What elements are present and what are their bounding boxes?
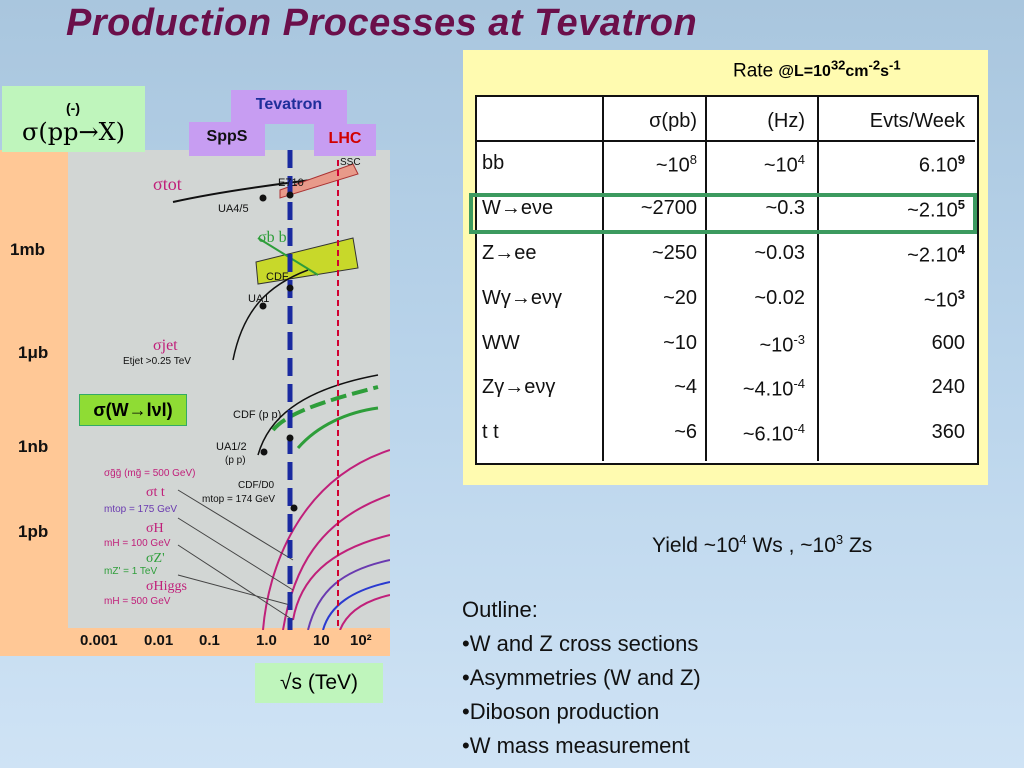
y-label-1pb: 1pb	[18, 522, 49, 541]
yield-line: Yield ~104 Ws , ~103 Zs	[652, 532, 873, 557]
outline-item: •Diboson production	[462, 699, 660, 724]
ann-sigma-jet: σjet	[153, 337, 178, 354]
lhc-tag: LHC	[314, 124, 376, 156]
ann-cdf-d0: CDF/D0	[238, 480, 275, 491]
ann-ua1: UA1	[248, 293, 269, 305]
cell-process: t t	[482, 421, 499, 443]
cell-evts: ~103	[923, 287, 965, 312]
plot-curves: σtot UA4/5 E710 SSC σb b CDF UA1 σjet Et…	[104, 150, 390, 630]
cell-sigma: ~250	[651, 242, 697, 264]
cell-sigma: ~10	[663, 332, 697, 354]
cell-evts: 360	[931, 421, 965, 443]
w-row-highlight	[469, 193, 977, 234]
outline-list: Outline: •W and Z cross sections •Asymme…	[462, 593, 701, 763]
cell-evts: ~2.104	[907, 242, 965, 267]
cell-hz: ~10-3	[759, 332, 806, 357]
curve-6	[339, 594, 390, 630]
ann-sigma-bb: σb b	[258, 229, 287, 246]
ann-ua12: UA1/2	[216, 441, 247, 453]
curve-1	[262, 449, 390, 630]
sigma-bb-band	[255, 237, 359, 285]
w-green-curve	[271, 385, 379, 432]
ann-ua45: UA4/5	[218, 203, 249, 215]
x-tick-3: 1.0	[256, 632, 277, 649]
cell-sigma: ~4	[674, 376, 697, 398]
curve-4	[307, 559, 390, 630]
cell-evts: ~2.105	[907, 197, 965, 222]
outline-item: •W and Z cross sections	[462, 631, 699, 656]
ann-mz-1: mZ' = 1 TeV	[104, 566, 157, 577]
x-tick-4: 10	[313, 632, 330, 649]
rate-header: Rate @L=1032cm-2s-1	[733, 58, 901, 82]
cell-sigma: ~2700	[640, 197, 697, 219]
ann-cdf-pp: CDF (p p)	[233, 409, 281, 421]
cell-evts: 6.109	[918, 152, 965, 177]
sigma-w-lnu-box: σ(W→lνl)	[79, 394, 187, 426]
x-tick-0: 0.001	[80, 632, 118, 649]
cell-process: bb	[482, 152, 505, 174]
x-tick-1: 0.01	[144, 632, 174, 649]
curve-3	[292, 534, 390, 621]
y-axis-band	[0, 150, 68, 656]
pbar-mark: (-)	[66, 100, 80, 116]
ann-sigma-gg: σg̃g̃ (mg̃ = 500 GeV)	[104, 468, 196, 479]
cell-process: Zγ→eνγ	[482, 376, 556, 398]
ann-sigma-h: σH	[146, 521, 164, 536]
cell-evts: 240	[931, 376, 965, 398]
sigma-jet-curve	[257, 374, 379, 456]
cell-process: Wγ→eνγ	[482, 287, 562, 309]
slide-title: Production Processes at Tevatron	[66, 2, 698, 44]
pointer-lines	[177, 489, 294, 621]
ann-ua12-pp: (p p)	[225, 455, 246, 466]
sigma-pp-box: (-) σ(pp→X)	[2, 86, 145, 152]
ann-et-jet: Etjet >0.25 TeV	[123, 356, 191, 367]
cell-hz: ~104	[763, 152, 805, 177]
ann-ssc: SSC	[340, 157, 361, 168]
outline-item: •Asymmetries (W and Z)	[462, 665, 701, 690]
ann-sigma-tt: σt t	[146, 485, 165, 500]
cell-process: WW	[482, 332, 520, 354]
w-green-curve-2	[296, 406, 379, 449]
cell-sigma: ~6	[674, 421, 697, 443]
cell-process: W→eνe	[482, 197, 554, 219]
y-label-1nb: 1nb	[18, 437, 49, 456]
x-tick-2: 0.1	[199, 632, 220, 649]
col-header-sigma: σ(pb)	[649, 110, 697, 132]
outline-item: •W mass measurement	[462, 733, 690, 758]
cell-sigma: ~108	[655, 152, 697, 177]
sigma-bb-curve	[232, 269, 309, 361]
curve-5	[322, 581, 390, 630]
cell-evts: 600	[931, 332, 965, 354]
tevatron-tag: Tevatron	[231, 90, 347, 124]
cell-hz: ~6.10-4	[742, 421, 805, 446]
y-label-1ub: 1μb	[18, 343, 49, 362]
ann-sigma-z: σZ'	[146, 551, 165, 566]
x-axis-band	[68, 628, 390, 656]
outline-heading: Outline:	[462, 597, 538, 622]
y-label-1mb: 1mb	[10, 240, 45, 259]
cell-hz: ~0.3	[765, 197, 805, 219]
x-tick-5: 10²	[350, 632, 372, 649]
ann-mh-100: mH = 100 GeV	[104, 538, 171, 549]
cell-process: Z→ee	[482, 242, 537, 264]
x-axis-label: √s (TeV)	[255, 663, 383, 703]
cell-hz: ~4.10-4	[742, 376, 805, 401]
ann-sigma-higgs: σHiggs	[146, 579, 187, 594]
ann-mtop-175: mtop = 175 GeV	[104, 504, 177, 515]
cell-hz: ~0.03	[754, 242, 805, 264]
ann-cdf: CDF	[266, 271, 289, 283]
spps-tag: SppS	[189, 122, 265, 156]
sigma-pp-label: σ(pp→X)	[22, 118, 126, 146]
ann-sigma-tot: σtot	[153, 174, 182, 194]
rate-table	[475, 95, 979, 465]
ann-mh-500: mH = 500 GeV	[104, 596, 171, 607]
col-header-evts: Evts/Week	[869, 110, 965, 132]
ann-mtop-174: mtop = 174 GeV	[202, 494, 275, 505]
col-header-hz: (Hz)	[767, 110, 805, 132]
cell-hz: ~0.02	[754, 287, 805, 309]
curve-2	[282, 494, 390, 630]
cell-sigma: ~20	[663, 287, 697, 309]
ann-e710: E710	[278, 177, 304, 189]
